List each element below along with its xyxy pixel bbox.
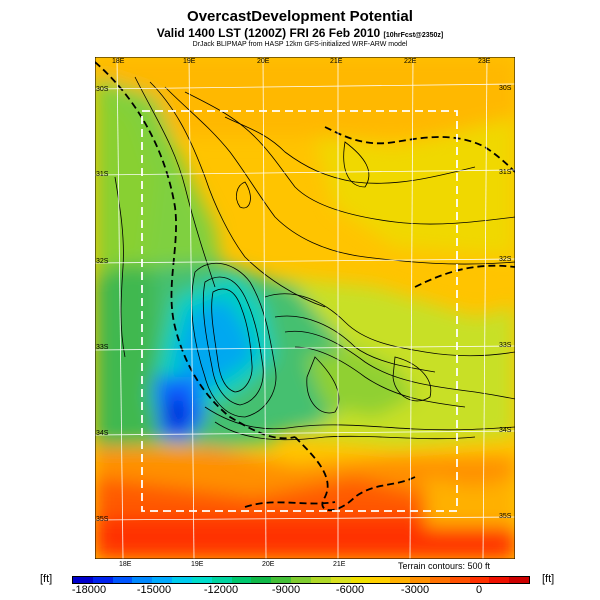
coastline: [95, 61, 515, 512]
colorbar-swatch: [152, 577, 173, 583]
lat-label: 34S: [499, 427, 512, 434]
lon-label: 18E: [112, 58, 125, 65]
terrain-contours: [114, 76, 515, 441]
colorbar-swatch: [410, 577, 431, 583]
inner-domain-box: [141, 110, 458, 512]
colorbar-swatch: [489, 577, 510, 583]
lat-label: 31S: [499, 169, 512, 176]
colorbar-tick-label: -15000: [136, 584, 172, 596]
chart-title: OvercastDevelopment Potential: [187, 8, 413, 25]
lat-label: 31S: [96, 171, 109, 178]
lat-label: 35S: [96, 516, 109, 523]
colorbar-swatch: [251, 577, 272, 583]
unit-label-left: [ft]: [40, 573, 53, 585]
lat-label: 30S: [96, 86, 109, 93]
lat-label: 32S: [499, 256, 512, 263]
colorbar-swatch: [469, 577, 490, 583]
colorbar-swatch: [310, 577, 332, 583]
colorbar-swatch: [370, 577, 391, 583]
colorbar-swatch: [449, 577, 470, 583]
unit-label-right: [ft]: [542, 573, 555, 585]
colorbar-swatch: [231, 577, 252, 583]
colorbar-tick-label: -9000: [271, 584, 301, 596]
colorbar-swatch: [211, 577, 233, 583]
lon-label: 20E: [257, 58, 270, 65]
colorbar-swatch: [191, 577, 213, 583]
terrain-contour-note: Terrain contours: 500 ft: [398, 561, 491, 571]
colorbar-swatch: [429, 577, 451, 583]
colorbar-tick-label: 0: [475, 584, 483, 596]
colorbar-swatch: [390, 577, 411, 583]
lat-label: 34S: [96, 430, 109, 437]
colorbar-swatch: [92, 577, 114, 583]
colorbar-swatch: [132, 577, 153, 583]
model-credit: DrJack BLIPMAP from HASP 12km GFS-initia…: [192, 41, 408, 48]
lon-label: 23E: [478, 58, 491, 65]
colorbar-swatch: [172, 577, 193, 583]
lat-lon-grid: [95, 57, 515, 559]
colorbar-swatch: [112, 577, 133, 583]
lon-label: 22E: [404, 58, 417, 65]
lon-label: 18E: [119, 561, 132, 568]
colorbar-swatch: [271, 577, 292, 583]
lat-label: 32S: [96, 258, 109, 265]
colorbar: [72, 576, 530, 584]
lon-label: 21E: [330, 58, 343, 65]
lon-label: 19E: [183, 58, 196, 65]
colorbar-swatch: [291, 577, 312, 583]
lon-label: 19E: [191, 561, 204, 568]
lat-label: 33S: [499, 342, 512, 349]
colorbar-tick-label: -12000: [203, 584, 239, 596]
valid-time: Valid 1400 LST (1200Z) FRI 26 Feb 2010: [156, 26, 381, 40]
lon-label: 21E: [333, 561, 346, 568]
lat-label: 35S: [499, 513, 512, 520]
lat-label: 33S: [96, 344, 109, 351]
colorbar-tick-label: -3000: [400, 584, 430, 596]
colorbar-swatch: [350, 577, 371, 583]
colorbar-swatch: [509, 577, 530, 583]
colorbar-tick-label: -18000: [71, 584, 107, 596]
lat-label: 30S: [499, 85, 512, 92]
valid-time-line: Valid 1400 LST (1200Z) FRI 26 Feb 2010 […: [0, 26, 600, 40]
forecast-map: [95, 57, 515, 559]
colorbar-tick-label: -6000: [335, 584, 365, 596]
lon-label: 20E: [262, 561, 275, 568]
forecast-note: [10hrFcst@2350z]: [383, 32, 444, 39]
colorbar-swatch: [330, 577, 352, 583]
colorbar-swatch: [73, 577, 94, 583]
